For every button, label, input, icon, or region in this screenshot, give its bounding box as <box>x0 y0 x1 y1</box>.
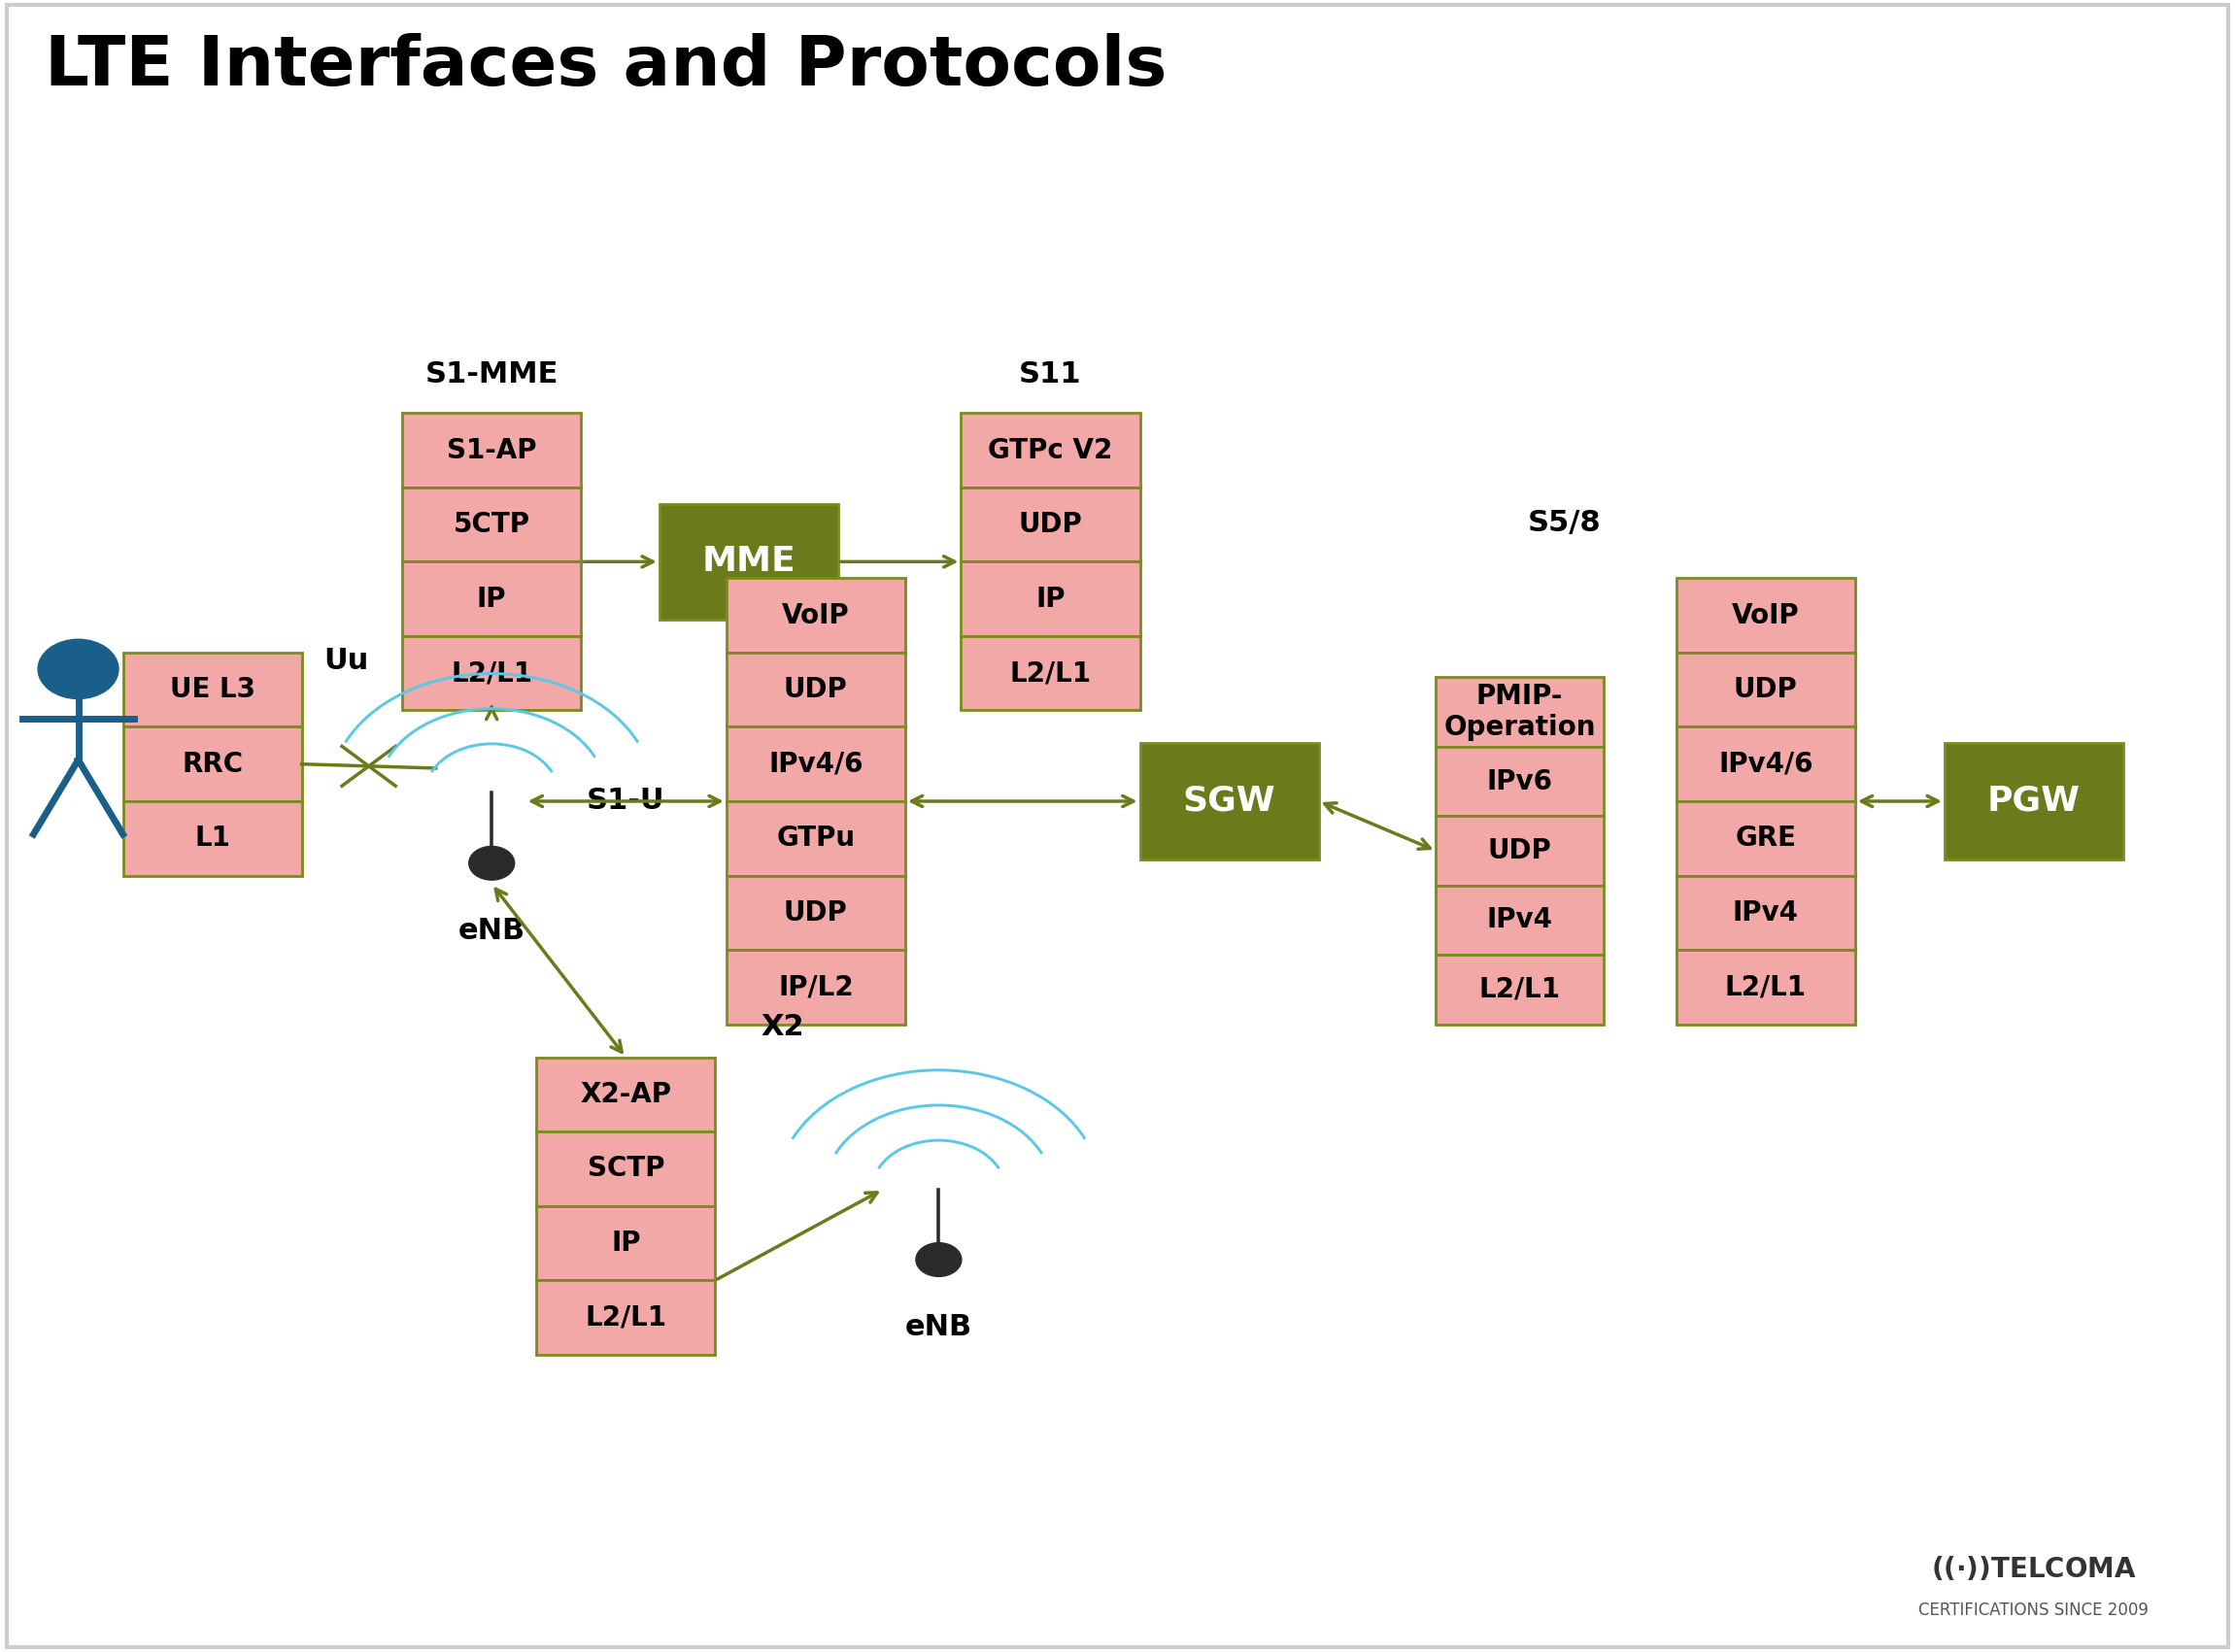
Text: UDP: UDP <box>784 899 847 927</box>
FancyBboxPatch shape <box>1676 653 1855 727</box>
FancyBboxPatch shape <box>1676 950 1855 1024</box>
Text: PGW: PGW <box>1987 785 2081 818</box>
Text: PMIP-
Operation: PMIP- Operation <box>1444 682 1596 742</box>
Text: IP: IP <box>1035 585 1066 613</box>
FancyBboxPatch shape <box>1435 885 1602 955</box>
FancyBboxPatch shape <box>1676 578 1855 653</box>
Text: X2-AP: X2-AP <box>581 1080 670 1108</box>
Circle shape <box>38 639 118 699</box>
FancyBboxPatch shape <box>123 801 302 876</box>
FancyBboxPatch shape <box>1676 727 1855 801</box>
FancyBboxPatch shape <box>536 1057 715 1132</box>
Text: IPv6: IPv6 <box>1486 768 1553 795</box>
Text: eNB: eNB <box>458 917 525 945</box>
Text: UDP: UDP <box>1734 676 1797 704</box>
Text: S1-MME: S1-MME <box>425 360 559 388</box>
Text: UDP: UDP <box>1019 510 1082 539</box>
FancyBboxPatch shape <box>1676 801 1855 876</box>
Text: SGW: SGW <box>1182 785 1276 818</box>
Text: eNB: eNB <box>905 1313 972 1341</box>
Circle shape <box>469 846 514 881</box>
Text: S11: S11 <box>1019 360 1082 388</box>
Text: MME: MME <box>702 545 796 578</box>
FancyBboxPatch shape <box>726 578 905 653</box>
Text: S5/8: S5/8 <box>1529 509 1600 537</box>
FancyBboxPatch shape <box>961 413 1140 487</box>
FancyBboxPatch shape <box>659 504 838 620</box>
Text: $\mathbf{((\cdot))TELCOMA}$: $\mathbf{((\cdot))TELCOMA}$ <box>1931 1555 2137 1584</box>
Text: VoIP: VoIP <box>1732 601 1799 629</box>
Text: S1-U: S1-U <box>588 786 664 816</box>
Text: CERTIFICATIONS SINCE 2009: CERTIFICATIONS SINCE 2009 <box>1920 1602 2148 1619</box>
Text: IP: IP <box>476 585 507 613</box>
Text: GRE: GRE <box>1734 824 1797 852</box>
FancyBboxPatch shape <box>1944 743 2123 859</box>
FancyBboxPatch shape <box>123 727 302 801</box>
Text: UE L3: UE L3 <box>170 676 255 704</box>
Text: IPv4: IPv4 <box>1732 899 1799 927</box>
FancyBboxPatch shape <box>402 636 581 710</box>
Text: S1-AP: S1-AP <box>447 436 536 464</box>
Circle shape <box>916 1242 961 1277</box>
FancyBboxPatch shape <box>402 413 581 487</box>
FancyBboxPatch shape <box>961 487 1140 562</box>
FancyBboxPatch shape <box>536 1132 715 1206</box>
FancyBboxPatch shape <box>536 1280 715 1355</box>
Text: L2/L1: L2/L1 <box>1010 659 1091 687</box>
FancyBboxPatch shape <box>726 801 905 876</box>
Text: X2: X2 <box>760 1013 805 1041</box>
Text: IP/L2: IP/L2 <box>778 973 854 1001</box>
Text: L2/L1: L2/L1 <box>1480 976 1560 1003</box>
Text: LTE Interfaces and Protocols: LTE Interfaces and Protocols <box>45 33 1167 99</box>
Text: L2/L1: L2/L1 <box>451 659 532 687</box>
FancyBboxPatch shape <box>1435 816 1602 885</box>
Text: IPv4/6: IPv4/6 <box>1719 750 1813 778</box>
Text: Uu: Uu <box>324 646 369 676</box>
FancyBboxPatch shape <box>726 876 905 950</box>
FancyBboxPatch shape <box>961 636 1140 710</box>
Text: GTPc V2: GTPc V2 <box>988 436 1113 464</box>
Text: L2/L1: L2/L1 <box>586 1303 666 1332</box>
Text: 5CTP: 5CTP <box>454 510 530 539</box>
FancyBboxPatch shape <box>726 653 905 727</box>
Text: GTPu: GTPu <box>776 824 856 852</box>
FancyBboxPatch shape <box>123 653 302 727</box>
FancyBboxPatch shape <box>402 562 581 636</box>
Text: RRC: RRC <box>181 750 244 778</box>
Text: IP: IP <box>610 1229 641 1257</box>
Text: UDP: UDP <box>1489 838 1551 864</box>
FancyBboxPatch shape <box>1435 747 1602 816</box>
Text: IPv4/6: IPv4/6 <box>769 750 863 778</box>
FancyBboxPatch shape <box>726 727 905 801</box>
FancyBboxPatch shape <box>1435 955 1602 1024</box>
FancyBboxPatch shape <box>726 950 905 1024</box>
Text: L2/L1: L2/L1 <box>1725 973 1806 1001</box>
Text: L1: L1 <box>194 824 230 852</box>
FancyBboxPatch shape <box>1435 677 1602 747</box>
Text: SCTP: SCTP <box>588 1155 664 1183</box>
FancyBboxPatch shape <box>402 487 581 562</box>
Text: UDP: UDP <box>784 676 847 704</box>
Text: VoIP: VoIP <box>782 601 849 629</box>
FancyBboxPatch shape <box>1140 743 1319 859</box>
Text: IPv4: IPv4 <box>1486 907 1553 933</box>
FancyBboxPatch shape <box>1676 876 1855 950</box>
FancyBboxPatch shape <box>961 562 1140 636</box>
FancyBboxPatch shape <box>536 1206 715 1280</box>
